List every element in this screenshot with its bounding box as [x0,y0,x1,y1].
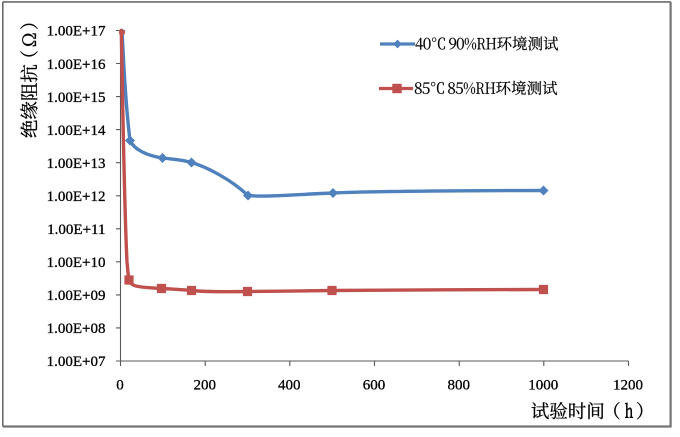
svg-text:1.00E+07: 1.00E+07 [47,354,106,370]
svg-text:600: 600 [363,378,386,394]
svg-text:1.00E+17: 1.00E+17 [47,24,106,40]
svg-text:200: 200 [193,378,216,394]
svg-text:1.00E+12: 1.00E+12 [47,189,106,205]
svg-text:1.00E+09: 1.00E+09 [47,288,106,304]
svg-text:1.00E+15: 1.00E+15 [47,90,106,106]
svg-text:1200: 1200 [613,378,643,394]
svg-text:1.00E+10: 1.00E+10 [47,255,106,271]
svg-text:400: 400 [278,378,301,394]
svg-text:0: 0 [116,378,124,394]
svg-text:1.00E+11: 1.00E+11 [47,222,105,238]
svg-text:800: 800 [447,378,470,394]
svg-text:1.00E+14: 1.00E+14 [47,123,106,139]
svg-text:1000: 1000 [528,378,558,394]
svg-text:1.00E+08: 1.00E+08 [47,321,106,337]
svg-text:1.00E+13: 1.00E+13 [47,156,106,172]
svg-text:1.00E+16: 1.00E+16 [47,57,106,73]
